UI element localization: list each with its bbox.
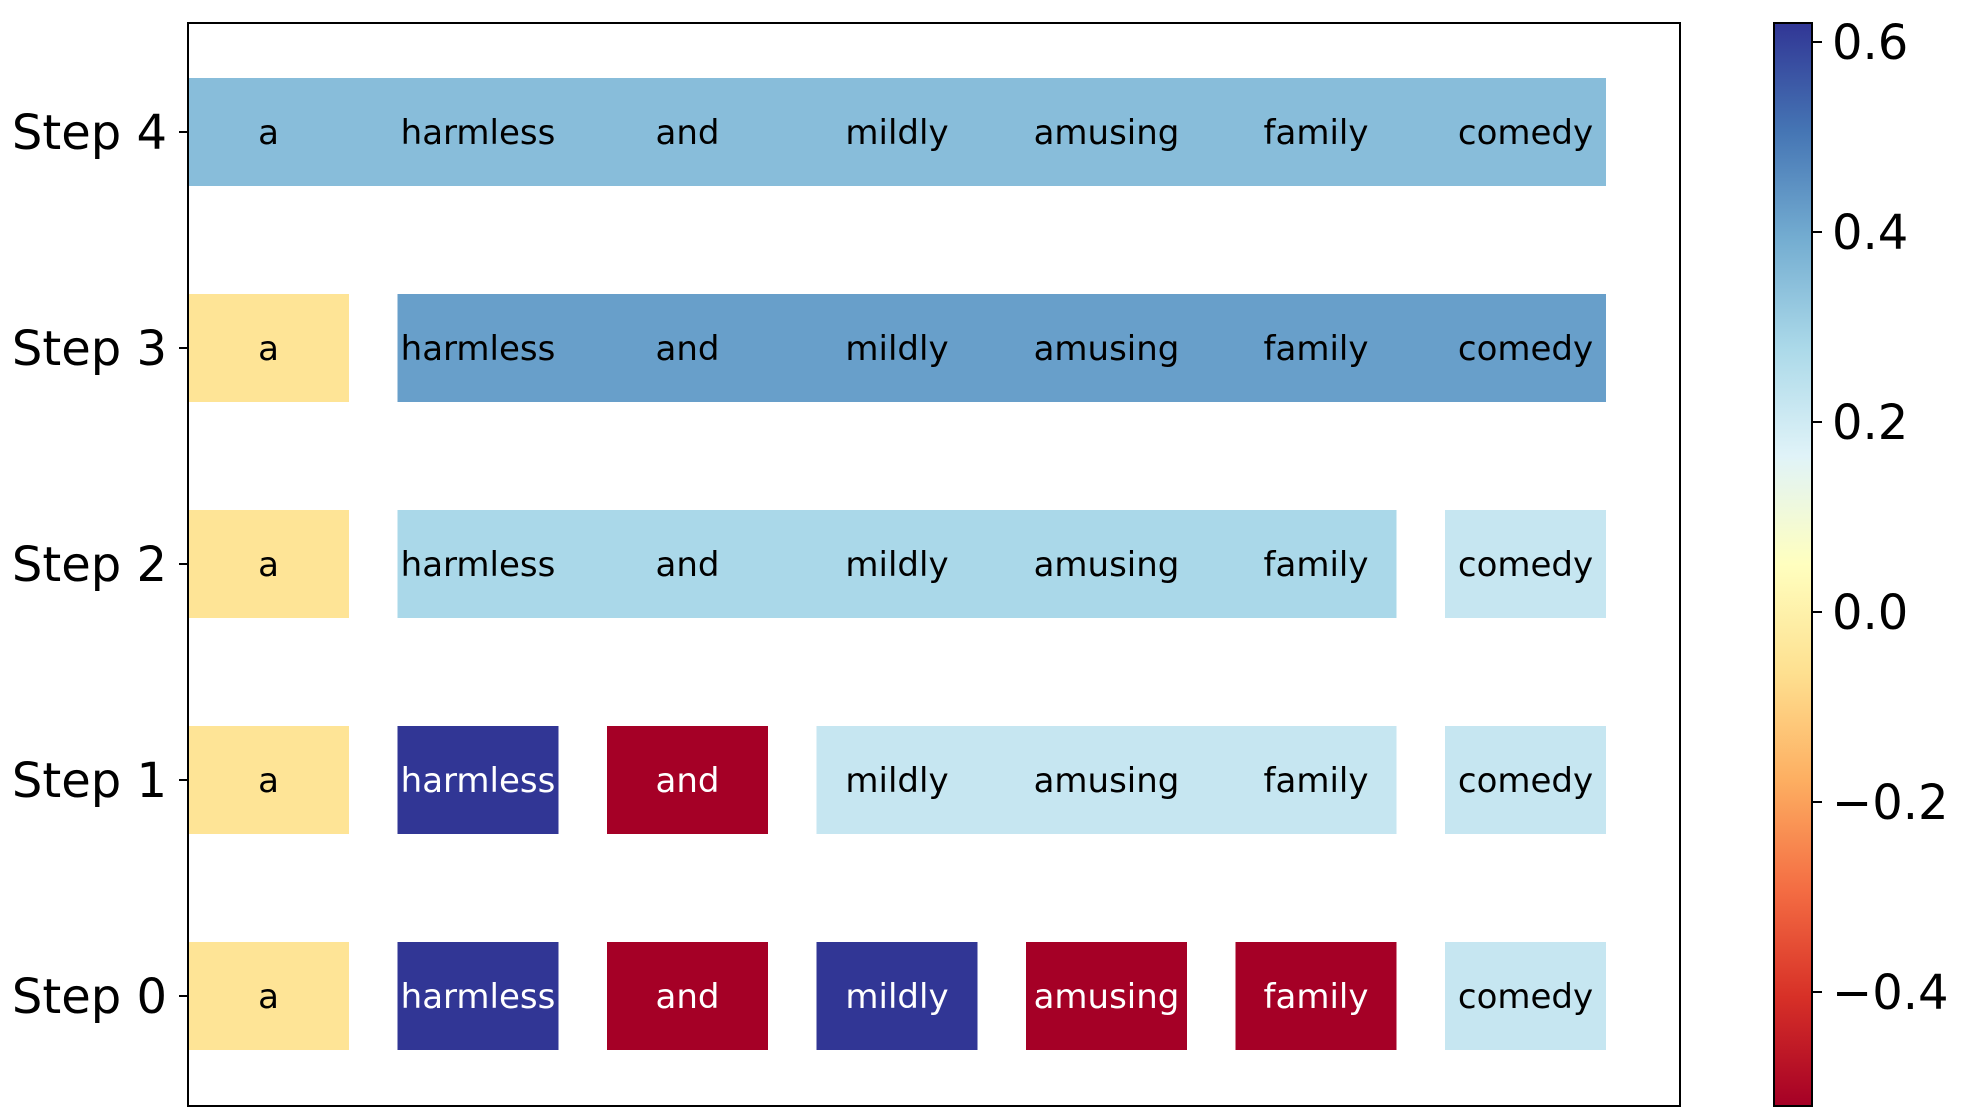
colorbar-tick-label: −0.4 [1832,965,1949,1021]
token-label: mildly [845,113,948,153]
token-label: and [656,761,720,801]
token-label: family [1264,545,1369,585]
y-tick-label: Step 3 [12,321,167,377]
heat-cell [188,942,349,1050]
heat-cell [607,942,768,1050]
heat-cell [397,942,559,1050]
colorbar: 0.6 0.4 0.2 0.0 −0.2 −0.4 [1773,15,1949,1107]
token-label: mildly [845,977,948,1017]
token-label: amusing [1034,977,1180,1017]
token-label: family [1264,113,1369,153]
token-label: amusing [1034,761,1180,801]
token-label: family [1264,761,1369,801]
token-label: harmless [401,761,556,801]
colorbar-tick-label: 0.6 [1832,15,1908,71]
token-label: comedy [1458,329,1593,369]
plot-area: a harmless and mildly amusing family comedy Ste… [12,78,1606,1050]
token-label: a [258,761,279,801]
heat-cell [397,726,559,834]
heat-cell [1235,942,1397,1050]
y-tick-label: Step 0 [12,969,167,1025]
heat-cell [1026,942,1187,1050]
y-tick-label: Step 4 [12,105,167,161]
token-label: family [1264,329,1369,369]
colorbar-tick-label: 0.0 [1832,585,1908,641]
token-label: and [656,977,720,1017]
token-label: amusing [1034,113,1180,153]
token-label: harmless [401,113,556,153]
plot-frame [187,22,1681,1107]
heat-cell [816,942,978,1050]
colorbar-gradient [1773,22,1813,1107]
token-label: a [258,545,279,585]
y-tick-label: Step 1 [12,753,167,809]
token-label: harmless [401,329,556,369]
heat-cell [1445,726,1606,834]
token-label: mildly [845,545,948,585]
heat-cell [397,294,1606,402]
token-label: family [1264,977,1369,1017]
colorbar-tick-label: 0.4 [1832,205,1908,261]
token-label: and [656,545,720,585]
heat-cell [188,726,349,834]
token-label: amusing [1034,329,1180,369]
token-label: and [656,113,720,153]
token-label: harmless [401,977,556,1017]
heat-cell [188,510,349,618]
heat-cell [1445,942,1606,1050]
token-label: comedy [1458,545,1593,585]
colorbar-tick-label: 0.2 [1832,395,1908,451]
colorbar-tick-label: −0.2 [1832,775,1949,831]
token-label: comedy [1458,761,1593,801]
token-label: comedy [1458,977,1593,1017]
token-label: a [258,977,279,1017]
token-label: harmless [401,545,556,585]
token-label: mildly [845,329,948,369]
heat-cell [816,726,1397,834]
heat-cell [188,294,349,402]
heat-cell [188,78,1606,186]
token-label: mildly [845,761,948,801]
heat-cell [397,510,1397,618]
token-label: and [656,329,720,369]
heat-cell [1445,510,1606,618]
token-label: amusing [1034,545,1180,585]
token-label: a [258,113,279,153]
heat-cell [607,726,768,834]
token-label: comedy [1458,113,1593,153]
token-label: a [258,329,279,369]
y-tick-label: Step 2 [12,537,167,593]
